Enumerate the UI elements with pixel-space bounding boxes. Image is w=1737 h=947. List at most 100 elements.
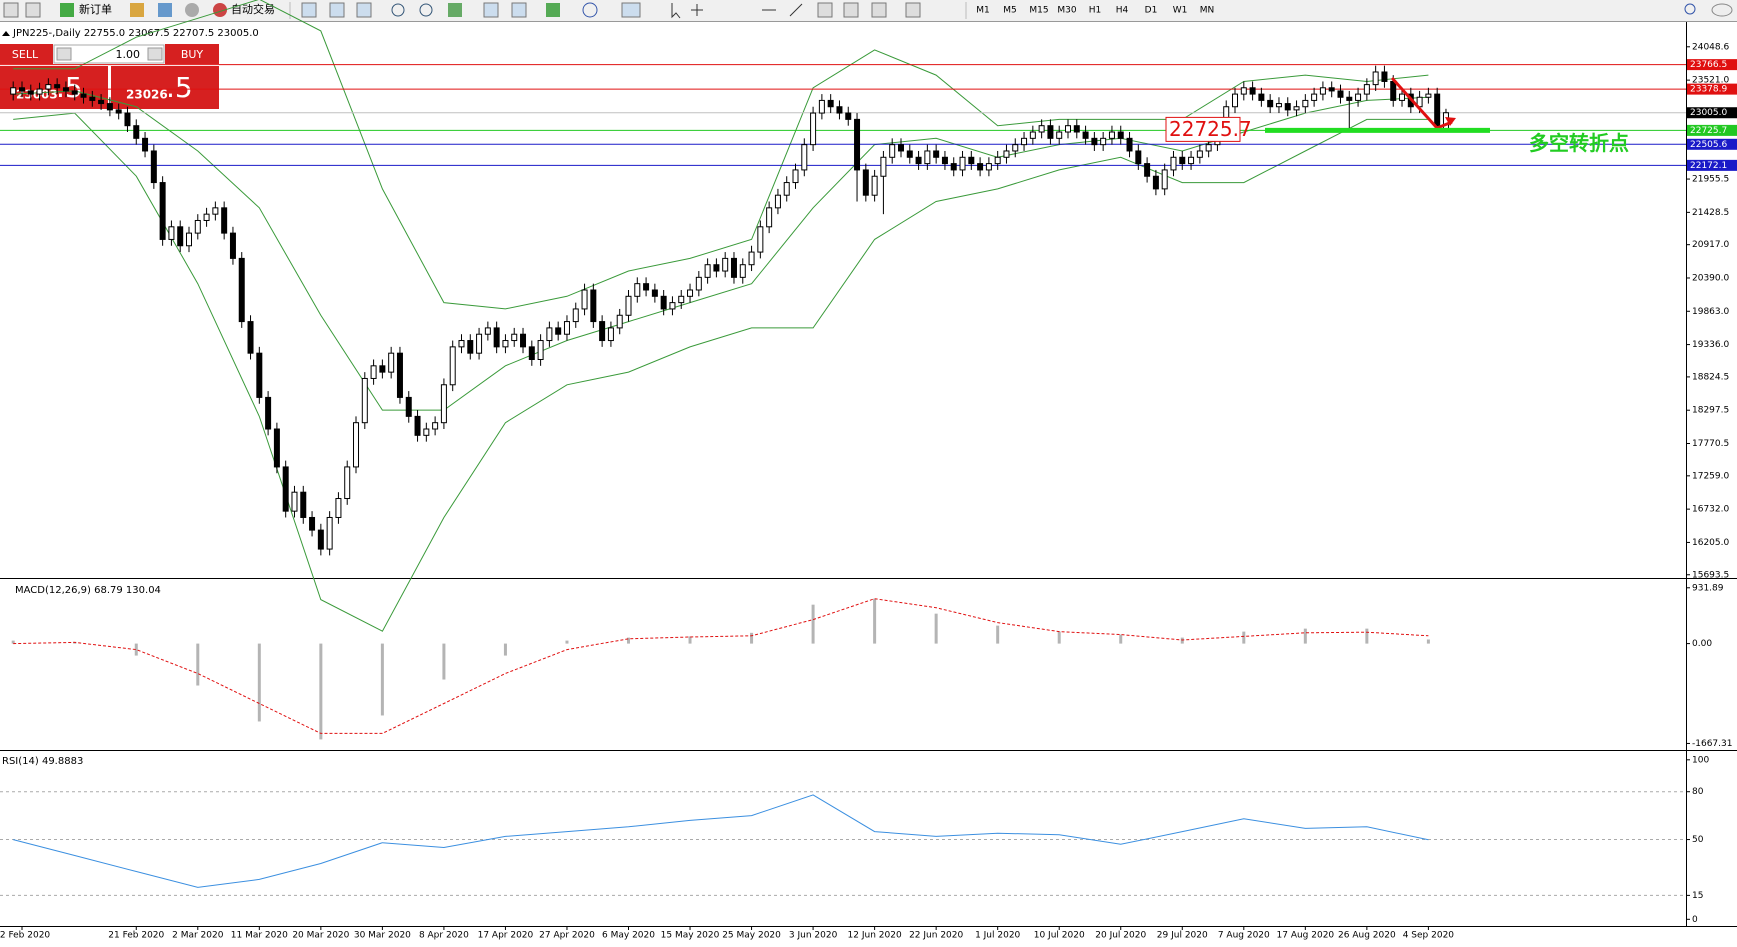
candle-body [563,321,570,335]
tool-icon[interactable] [621,2,641,18]
candle-body [1355,93,1362,101]
y-tick-label: 0.00 [1692,639,1712,649]
new-order-icon[interactable] [60,3,74,17]
tool-icon[interactable] [25,2,41,18]
candle-body [1232,93,1239,108]
candle-body [335,498,342,518]
macd-bar [811,604,815,644]
sell-price-frac[interactable]: .5 [56,71,83,104]
candle-body [766,207,773,228]
y-tick-label: 100 [1692,755,1709,765]
candle-body [212,207,219,215]
tool-icon[interactable] [356,2,372,18]
trendline-tool[interactable] [789,3,803,17]
timeframe[interactable]: MN [1200,6,1215,16]
collapse-icon[interactable] [2,31,10,36]
buy-label[interactable]: BUY [181,48,204,61]
tool-icon[interactable] [329,2,345,18]
cursor-tool[interactable] [671,3,681,19]
tool-icon[interactable] [483,2,499,18]
candle-body [62,87,69,92]
y-tick-label: 18824.5 [1692,372,1729,382]
volume-box[interactable] [53,44,165,64]
candle-body [1434,93,1441,127]
buy-button[interactable] [165,44,219,64]
buy-price-main[interactable]: 23026 [126,88,168,102]
crosshair-tool[interactable] [691,4,703,16]
tool-icon[interactable] [905,2,921,18]
zoom-in[interactable] [391,3,405,17]
candle-body [344,466,351,500]
level-label-box [1687,159,1737,171]
candle-body [599,321,606,342]
tool-icon[interactable] [511,2,527,18]
candle-body [1275,103,1282,108]
tool-icon[interactable] [817,2,833,18]
zoom-out[interactable] [419,3,433,17]
x-tick-label: 20 Jul 2020 [1095,931,1146,941]
volume[interactable]: 1.00 [116,48,141,61]
candle-body [1337,90,1344,98]
search-icon[interactable] [1684,3,1696,15]
auto-trading-icon[interactable] [213,3,227,17]
macd-bar [873,598,877,644]
macd-bar [688,636,692,644]
y-tick-label: 0 [1692,915,1698,925]
candle-body [854,118,861,171]
tool-icon[interactable] [158,3,172,17]
candle-body [1021,137,1028,146]
candle-body [783,182,790,196]
sell-price-box[interactable] [0,66,108,109]
volume-down[interactable] [56,47,72,61]
tool-icon[interactable] [185,3,199,17]
tool-icon[interactable] [582,2,598,18]
candle-body [1381,71,1388,82]
candle-body [423,428,430,436]
candle-body [774,194,781,209]
buy-price-frac[interactable]: .5 [166,71,193,104]
candle-body [1152,175,1159,190]
volume-up[interactable] [147,47,163,61]
x-tick-label: 26 Aug 2020 [1338,931,1396,941]
y-tick-label: 16732.0 [1692,505,1729,515]
chat-icon[interactable] [1711,3,1733,17]
tool-icon[interactable] [130,3,144,17]
candle-body [317,529,324,550]
sell-label[interactable]: SELL [12,48,39,61]
candle-body [994,156,1001,165]
sell-button[interactable] [0,44,53,64]
candle-body [880,156,887,177]
candle-body [458,340,465,348]
tool-icon[interactable] [448,3,462,17]
timeframe[interactable]: H4 [1116,6,1129,16]
x-tick-label: 1 Jul 2020 [975,931,1020,941]
timeframe[interactable]: M15 [1029,6,1048,16]
candle-body [71,90,78,95]
candle-body [520,333,527,348]
timeframe[interactable]: M1 [976,6,990,16]
macd-bar [1119,634,1123,644]
timeframe[interactable]: M30 [1057,6,1076,16]
macd-bar [627,637,630,644]
tool-icon[interactable] [871,2,887,18]
level-label-box [1687,83,1737,95]
tool-icon[interactable] [3,2,19,18]
x-tick-label: 27 Apr 2020 [539,931,595,941]
timeframe[interactable]: W1 [1173,6,1188,16]
new-order[interactable]: 新订单 [79,2,112,16]
candle-body [801,144,808,171]
tool-icon[interactable] [546,3,560,17]
candle-body [1073,125,1080,133]
buy-price-box[interactable] [111,66,219,109]
timeframe[interactable]: M5 [1003,6,1017,16]
timeframe[interactable]: D1 [1145,6,1158,16]
candle-body [713,264,720,272]
timeframe[interactable]: H1 [1089,6,1102,16]
tool-icon[interactable] [301,2,317,18]
auto-trading[interactable]: 自动交易 [231,2,275,16]
candle-body [1363,84,1370,95]
candle-body [555,327,562,335]
candle-body [194,219,201,234]
candle-body [1328,87,1335,92]
tool-icon[interactable] [843,2,859,18]
